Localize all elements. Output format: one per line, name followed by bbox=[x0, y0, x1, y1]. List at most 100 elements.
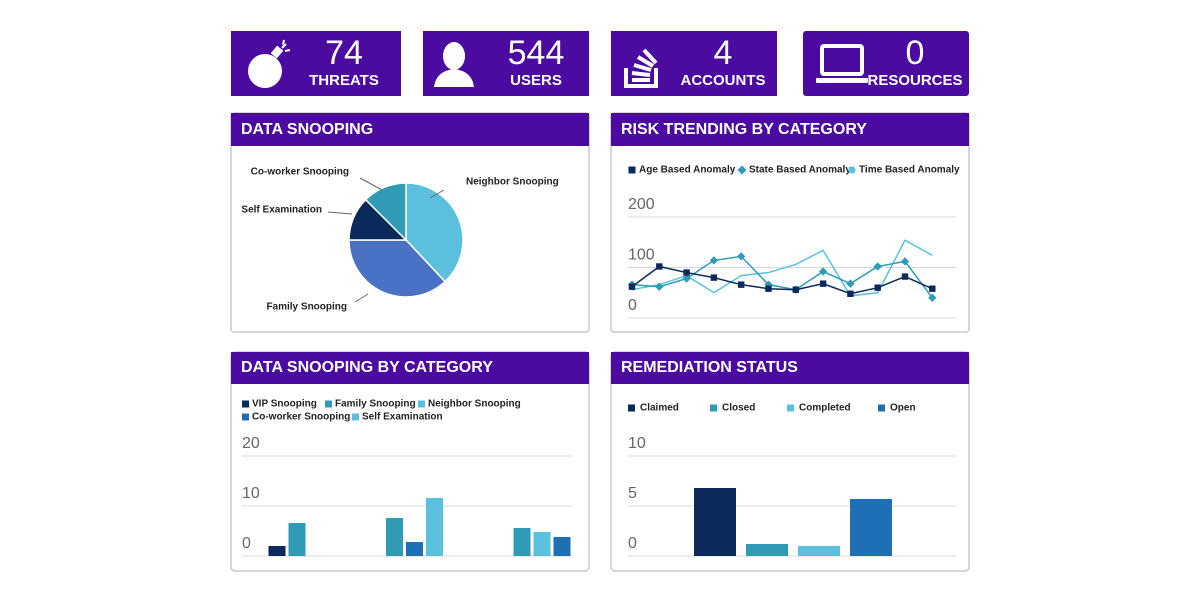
stat-boxes: 74 THREATS 544 USERS 4 ACCOUNTS 0 RESOUR… bbox=[231, 31, 969, 96]
legend-label: Family Snooping bbox=[335, 399, 416, 410]
marker bbox=[901, 273, 909, 280]
leader-line bbox=[429, 189, 445, 199]
bar bbox=[694, 488, 736, 556]
bar bbox=[553, 537, 571, 556]
legend-swatch bbox=[242, 400, 249, 408]
legend-swatch bbox=[418, 400, 425, 408]
legend-label: Co-worker Snooping bbox=[252, 412, 350, 423]
series-line bbox=[631, 239, 933, 297]
y-tick-label: 10 bbox=[242, 485, 260, 502]
laptop-icon bbox=[816, 44, 868, 83]
stack-icon bbox=[624, 48, 658, 88]
stat-value: 544 bbox=[508, 34, 565, 72]
panel-title: REMEDIATION STATUS bbox=[621, 359, 798, 376]
marker bbox=[847, 290, 854, 297]
panel-header bbox=[231, 113, 589, 146]
marker bbox=[846, 279, 855, 288]
legend-label: Closed bbox=[722, 403, 755, 414]
marker bbox=[738, 281, 745, 288]
y-tick-label: 10 bbox=[628, 435, 646, 452]
legend-label: Age Based Anomaly bbox=[639, 165, 736, 176]
marker bbox=[628, 283, 636, 290]
panel-title: RISK TRENDING BY CATEGORY bbox=[621, 121, 867, 138]
slice-label: Co-worker Snooping bbox=[251, 167, 349, 178]
panels: DATA SNOOPING RISK TRENDING BY CATEGORY … bbox=[230, 112, 970, 572]
marker bbox=[765, 285, 772, 292]
panel-header bbox=[611, 113, 969, 146]
marker bbox=[874, 284, 881, 291]
stat-label: RESOURCES bbox=[867, 72, 962, 89]
marker bbox=[683, 269, 690, 276]
legend-swatch bbox=[628, 404, 635, 412]
panel-title: DATA SNOOPING BY CATEGORY bbox=[241, 359, 493, 376]
series-line bbox=[631, 255, 933, 299]
stat-value: 74 bbox=[325, 34, 363, 72]
panel bbox=[610, 351, 970, 572]
legend-label: Neighbor Snooping bbox=[428, 399, 521, 410]
bar bbox=[288, 523, 306, 556]
marker bbox=[873, 262, 882, 271]
legend-swatch bbox=[242, 413, 249, 421]
marker bbox=[737, 165, 747, 175]
y-tick-label: 5 bbox=[628, 485, 637, 502]
marker bbox=[737, 252, 746, 261]
bar bbox=[533, 532, 551, 556]
y-tick-label: 20 bbox=[242, 435, 260, 452]
marker bbox=[792, 286, 799, 293]
slice-label: Self Examination bbox=[241, 205, 322, 216]
bar bbox=[798, 546, 840, 556]
user-icon bbox=[434, 42, 474, 87]
leader-line bbox=[359, 177, 383, 191]
legend-label: Self Examination bbox=[362, 412, 443, 423]
bar bbox=[850, 499, 892, 556]
panel-header bbox=[231, 352, 589, 384]
y-tick-label: 0 bbox=[242, 535, 251, 552]
marker bbox=[628, 166, 636, 174]
slice-label: Family Snooping bbox=[266, 302, 347, 313]
marker bbox=[709, 256, 719, 265]
marker bbox=[819, 280, 827, 287]
legend-swatch bbox=[352, 413, 359, 421]
bomb-icon bbox=[248, 39, 291, 88]
stat-label: USERS bbox=[510, 72, 562, 89]
y-tick-label: 0 bbox=[628, 297, 637, 314]
marker bbox=[848, 166, 856, 174]
bar bbox=[513, 528, 531, 556]
marker bbox=[928, 293, 937, 302]
slice-label: Neighbor Snooping bbox=[466, 177, 559, 188]
pie-slice bbox=[405, 182, 464, 283]
y-tick-label: 0 bbox=[628, 535, 637, 552]
legend-swatch bbox=[878, 404, 885, 412]
stat-value: 0 bbox=[906, 34, 925, 72]
y-tick-label: 100 bbox=[628, 247, 655, 264]
legend-label: Time Based Anomaly bbox=[859, 165, 960, 176]
legend-swatch bbox=[787, 404, 794, 412]
panel-header bbox=[611, 352, 969, 384]
legend-label: Open bbox=[890, 403, 916, 414]
bar bbox=[426, 498, 443, 556]
marker bbox=[929, 285, 936, 292]
stat-label: THREATS bbox=[309, 72, 379, 89]
legend-swatch bbox=[325, 400, 332, 408]
stat-value: 4 bbox=[714, 34, 733, 72]
series-line bbox=[631, 265, 933, 295]
legend-swatch bbox=[710, 404, 717, 412]
marker bbox=[682, 274, 691, 283]
legend-label: VIP Snooping bbox=[252, 399, 317, 410]
marker bbox=[656, 263, 663, 270]
panel-title: DATA SNOOPING bbox=[241, 121, 373, 138]
legend-label: Completed bbox=[799, 403, 851, 414]
bar bbox=[386, 518, 403, 556]
bar bbox=[268, 546, 286, 556]
leader-line bbox=[327, 211, 353, 215]
stat-label: ACCOUNTS bbox=[681, 72, 766, 89]
bar bbox=[746, 544, 788, 556]
marker bbox=[900, 257, 910, 266]
bar bbox=[406, 542, 423, 556]
marker bbox=[655, 282, 664, 291]
marker bbox=[818, 267, 828, 276]
pie-slice bbox=[348, 239, 447, 298]
legend-label: Claimed bbox=[640, 403, 679, 414]
legend-label: State Based Anomaly bbox=[749, 165, 851, 176]
